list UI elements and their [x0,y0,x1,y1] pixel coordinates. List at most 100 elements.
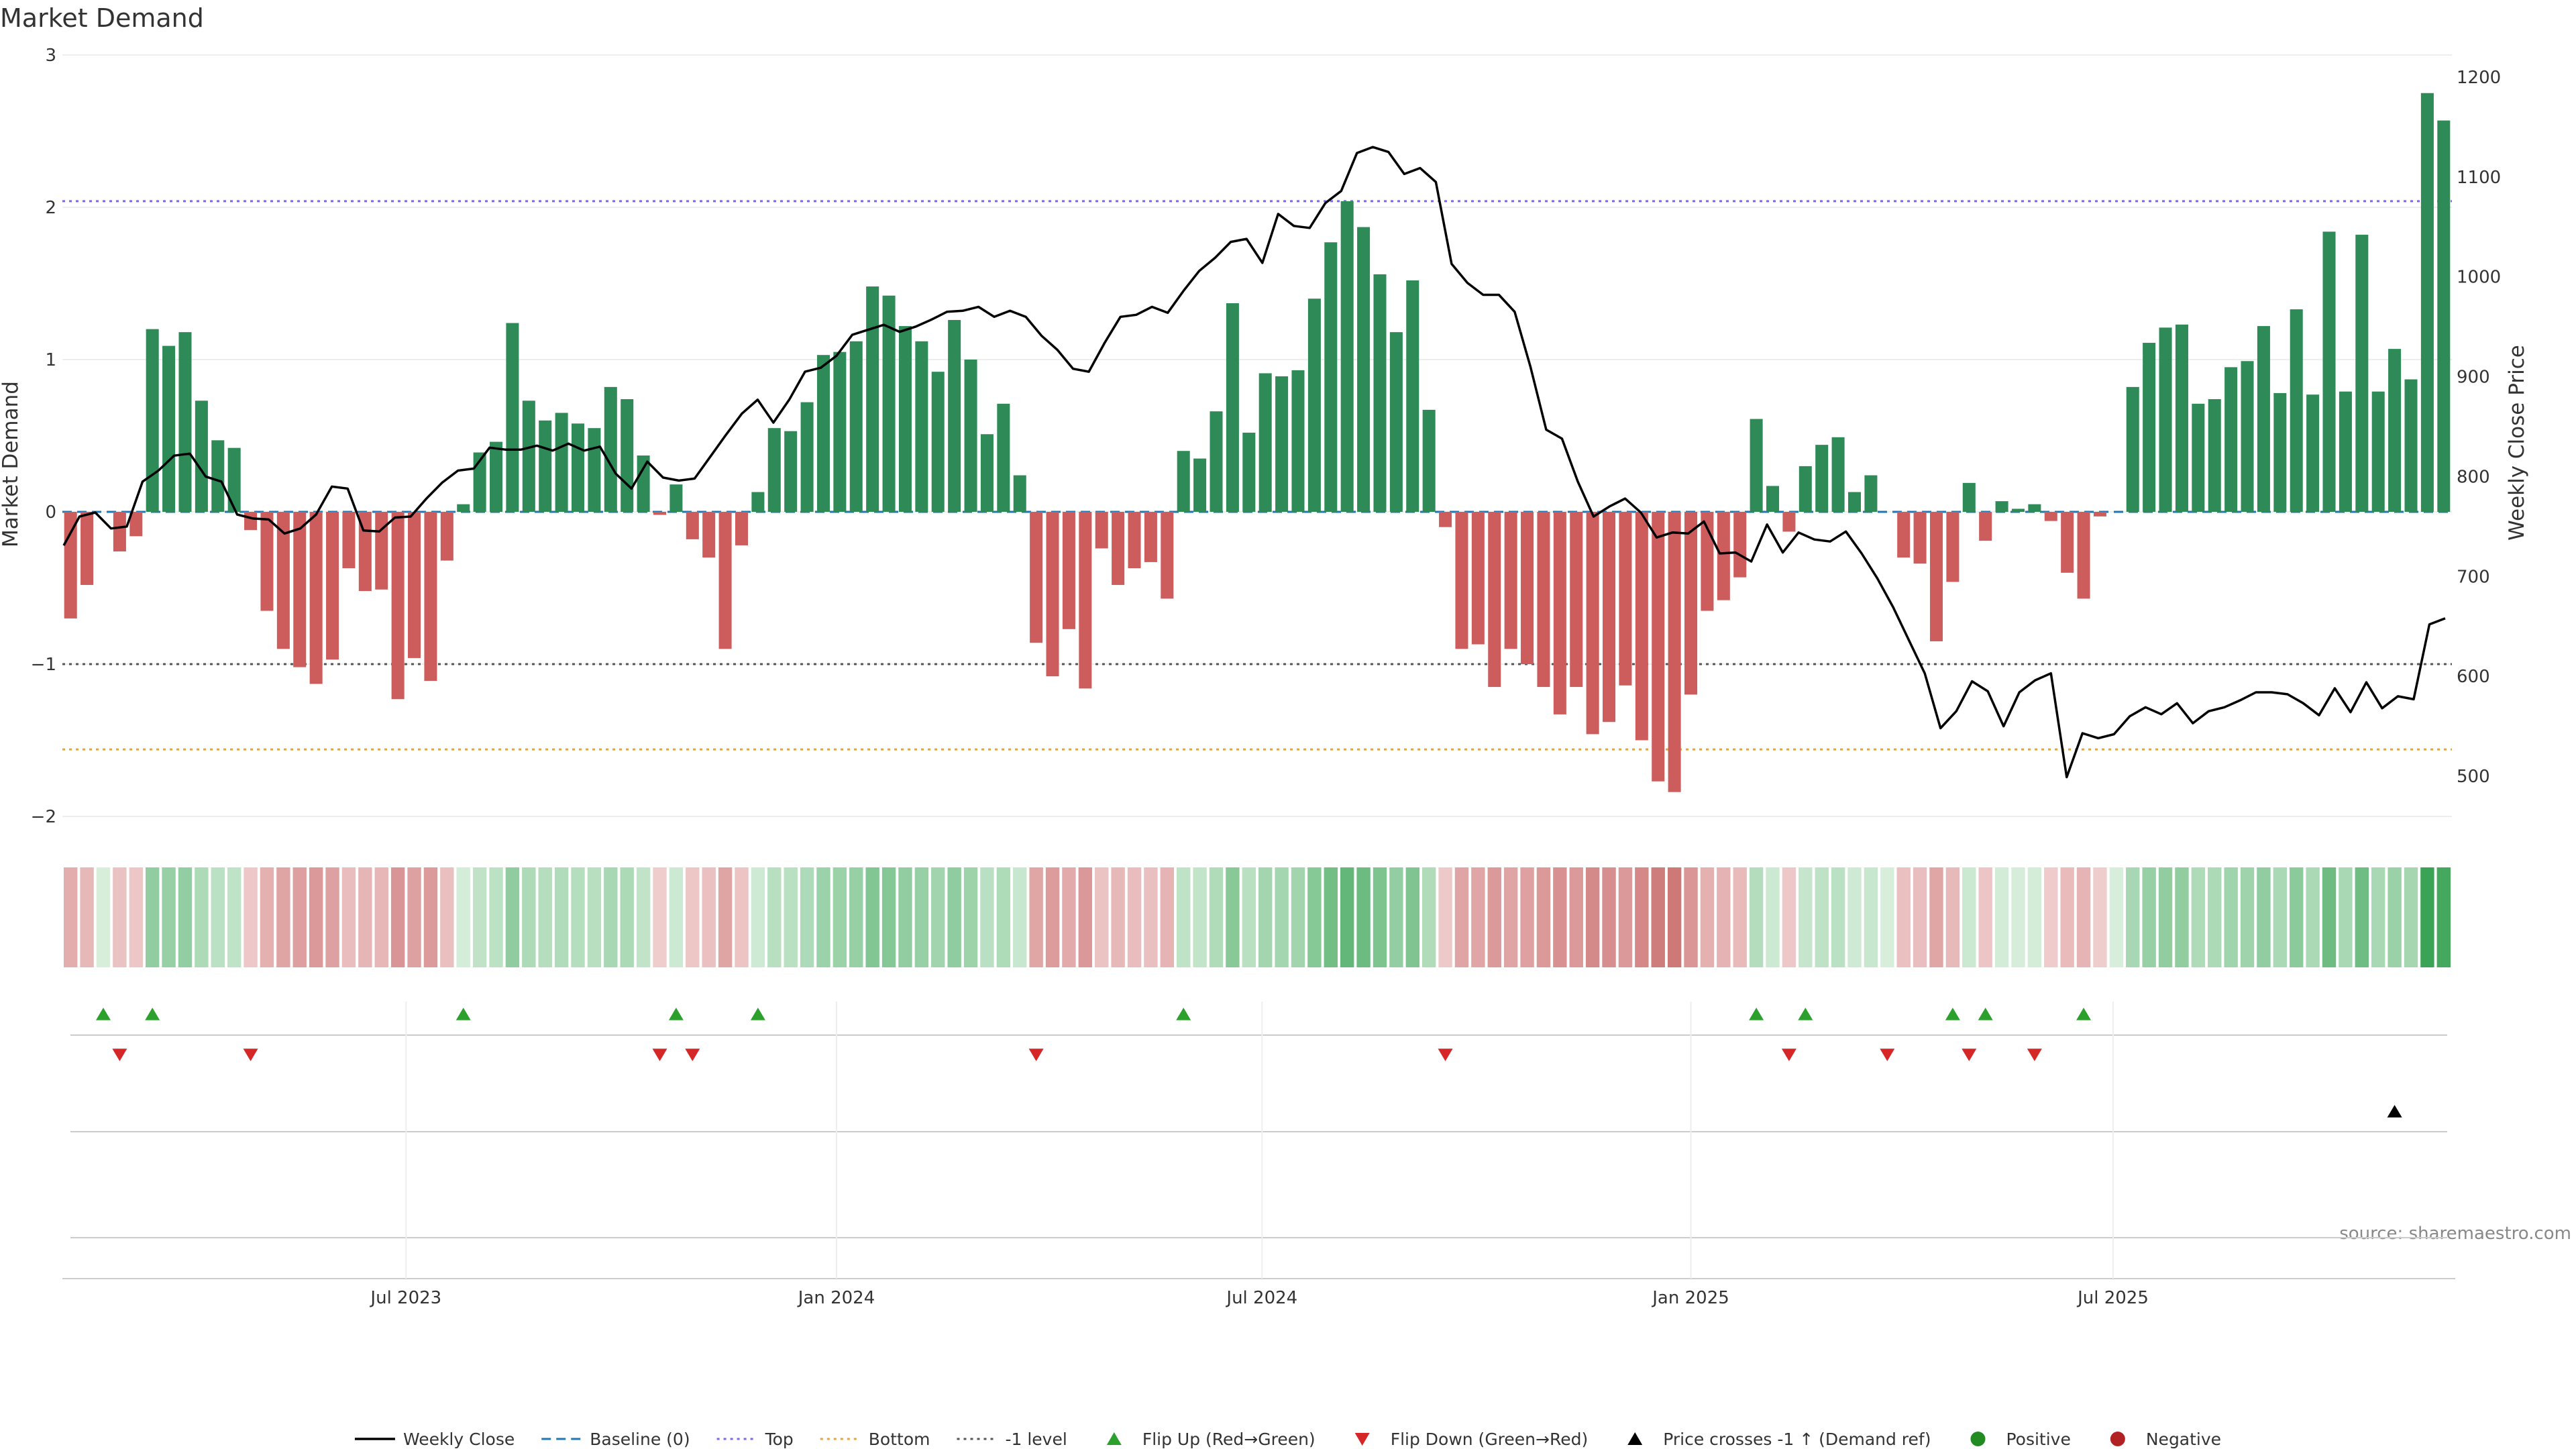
demand-bar [1619,512,1632,686]
x-tick-label: Jul 2024 [1225,1288,1297,1308]
heat-strip-cell [1749,867,1764,967]
demand-bar [849,341,863,512]
demand-bar [2420,93,2434,512]
heat-strip-cell [963,867,978,967]
heat-strip-cell [1569,867,1583,967]
heat-strip-cell [374,867,388,967]
heat-strip-cell [1667,867,1682,967]
demand-bar [604,386,617,512]
heat-strip-cell [2044,867,2058,967]
heat-strip-cell [2142,867,2156,967]
legend: Weekly Close Baseline (0) Top Bottom -1 leve… [354,1430,2221,1449]
heat-strip-cell [2191,867,2206,967]
y-tick-label: 2 [45,198,56,218]
demand-bar [1340,201,1354,512]
demand-bar [227,447,241,512]
flip-down-marker [1880,1049,1895,1061]
demand-bar [2143,343,2156,512]
demand-bar [146,329,159,512]
heat-strip-cell [472,867,487,967]
heat-strip-cell [2208,867,2222,967]
demand-bar [1406,280,1419,512]
legend-label: Price crosses -1 ↑ (Demand ref) [1663,1430,1931,1449]
heat-strip-cell [178,867,193,967]
demand-bar [735,512,749,545]
demand-bar [490,441,503,512]
demand-bar [1537,512,1550,688]
demand-bar [833,352,847,512]
demand-bar [653,512,667,515]
demand-bar [80,512,94,585]
demand-bar [1603,512,1616,722]
heat-strip-cell [1356,867,1371,967]
heat-strip-cell [2257,867,2271,967]
heat-strip-cell [1520,867,1534,967]
demand-bar [457,504,470,512]
demand-bar [931,372,945,512]
heat-strip-cell [292,867,307,967]
x-tick-label: Jan 2025 [1651,1288,1729,1308]
legend-positive-swatch [1970,1432,1986,1446]
demand-bar [621,399,634,512]
demand-bar [2322,231,2336,512]
demand-bar [669,484,683,512]
demand-bar [571,423,585,512]
demand-bar [2273,392,2287,512]
demand-bar [1913,512,1927,564]
demand-bar [1258,373,1272,512]
heat-strip-cell [702,867,716,967]
demand-bar [1357,227,1371,512]
heat-strip-cell [2436,867,2451,967]
heat-strip-cell [1324,867,1338,967]
demand-bar [440,512,453,561]
demand-bar [506,323,519,512]
demand-bar [1307,299,1321,512]
heat-strip-cell [653,867,667,967]
demand-bar [1717,512,1730,600]
demand-heat-strip [64,867,2451,967]
heat-strip-cell [686,867,700,967]
heat-strip-cell [1258,867,1273,967]
demand-bar [1275,376,1289,512]
heat-strip-cell [309,867,323,967]
heat-strip-cell [1226,867,1240,967]
heat-strip-cell [1127,867,1142,967]
heat-strip-cell [1847,867,1862,967]
heat-strip-cell [1013,867,1027,967]
heat-strip-cell [1144,867,1158,967]
legend-label: Bottom [869,1430,930,1449]
demand-bar [2126,386,2139,512]
heat-strip-cell [816,867,830,967]
heat-strip-cell [1438,867,1452,967]
demand-bar [326,512,339,660]
heat-strip-cell [881,867,896,967]
demand-bar [2241,361,2254,512]
demand-bar [1439,512,1452,527]
demand-bar [1521,512,1534,664]
demand-bar [2224,367,2238,512]
flip-down-marker [1438,1049,1453,1061]
heat-strip-cell [2371,867,2385,967]
demand-bar [1210,411,1223,512]
heat-strip-cell [1454,867,1469,967]
x-tick-label: Jul 2023 [369,1288,441,1308]
heat-strip-cell [2387,867,2402,967]
demand-bar [64,512,77,619]
heat-strip-cell [800,867,814,967]
heat-strip-cell [2306,867,2320,967]
demand-bar [767,428,781,512]
demand-bar [2011,508,2025,512]
reference-lines [62,200,2452,751]
demand-bar [375,512,388,590]
heat-strip-cell [1896,867,1911,967]
y-tick-label: 0 [45,502,56,523]
heat-strip-cell [358,867,372,967]
heat-strip-cell [865,867,879,967]
flip-up-marker [1978,1008,1993,1020]
y2-tick-label: 600 [2457,667,2490,687]
heat-strip-cell [2355,867,2369,967]
heat-strip-cell [636,867,651,967]
heat-strip-cell [1471,867,1485,967]
flip-down-marker [652,1049,667,1061]
heat-strip-cell [489,867,503,967]
